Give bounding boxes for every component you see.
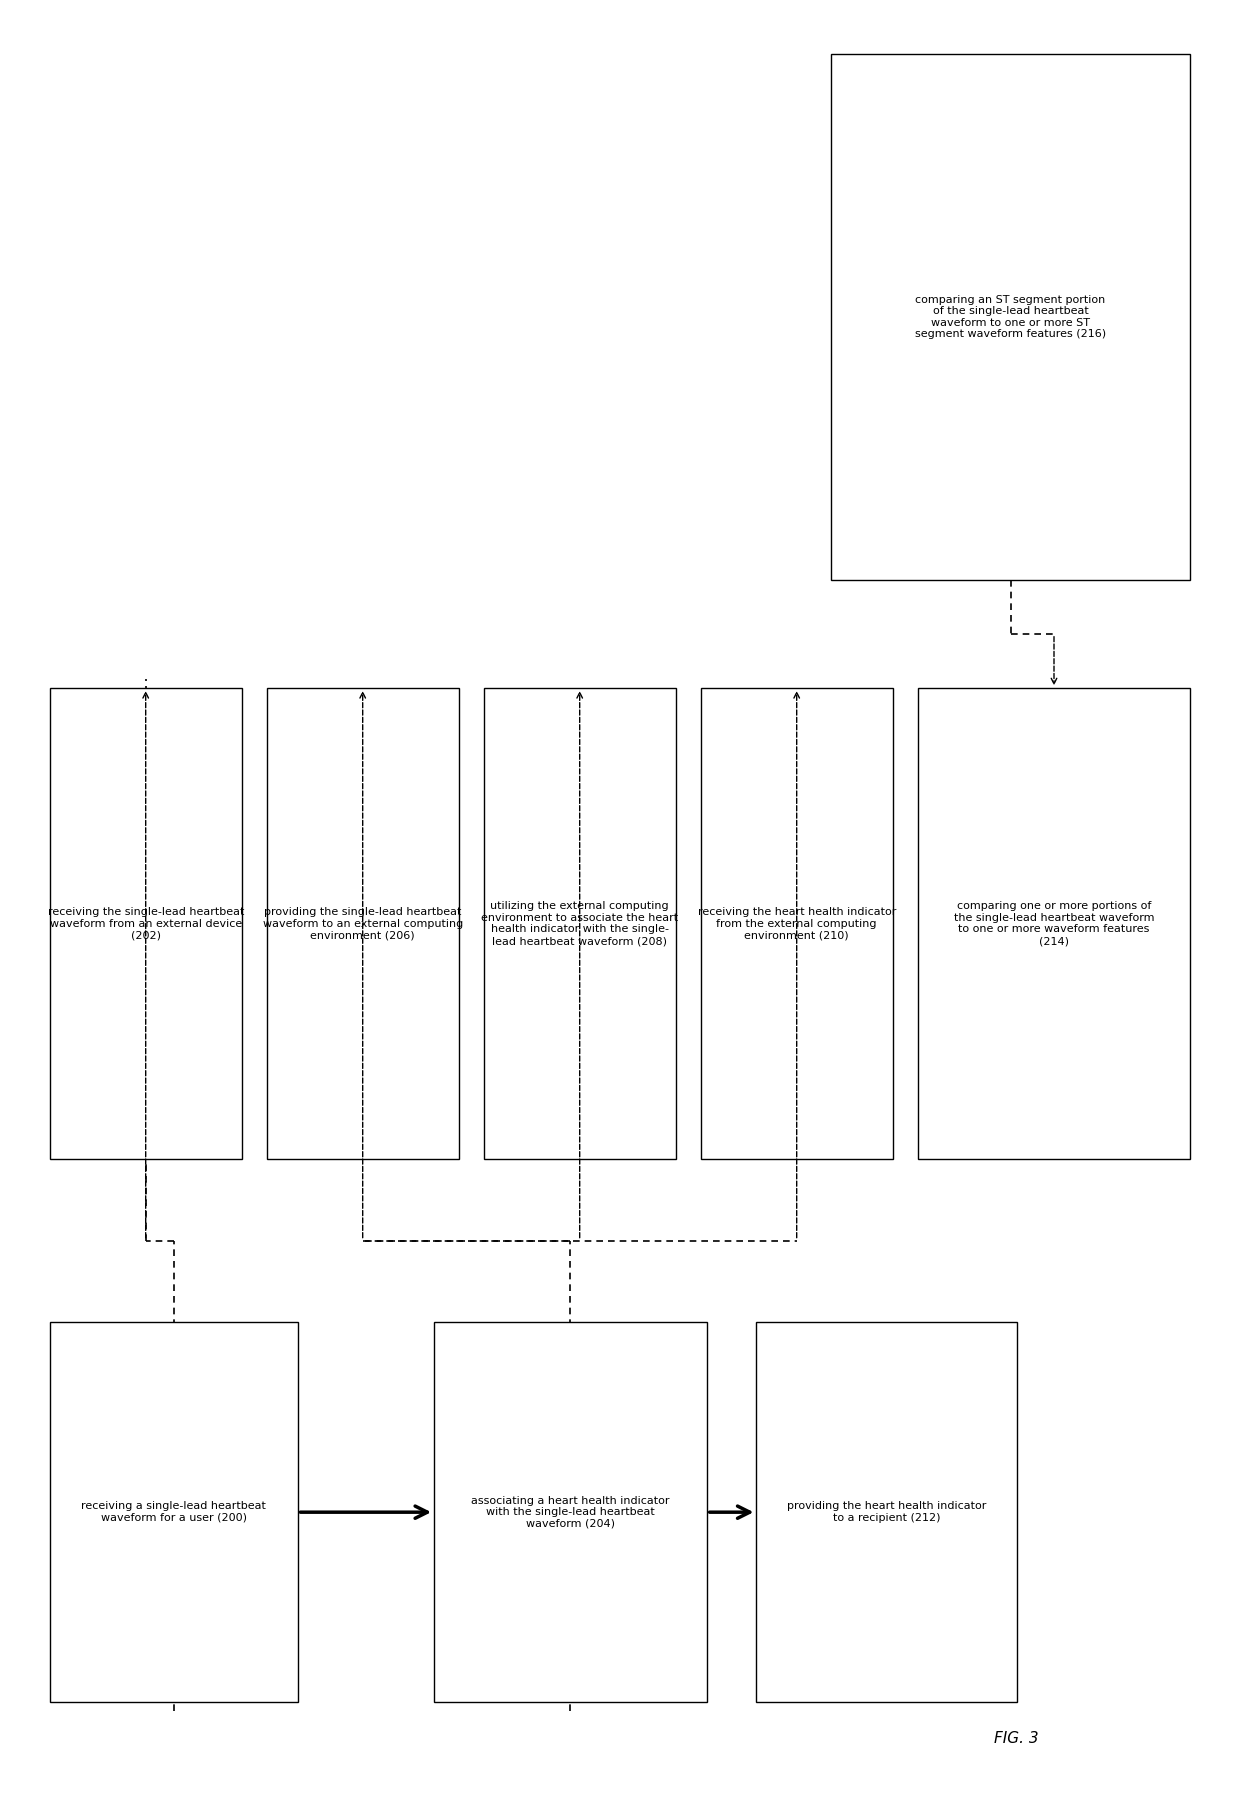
Text: utilizing the external computing
environment to associate the heart
health indic: utilizing the external computing environ…	[481, 902, 678, 945]
Text: comparing one or more portions of
the single-lead heartbeat waveform
to one or m: comparing one or more portions of the si…	[954, 902, 1154, 945]
FancyBboxPatch shape	[831, 54, 1190, 580]
Text: providing the single-lead heartbeat
waveform to an external computing
environmen: providing the single-lead heartbeat wave…	[263, 907, 463, 940]
FancyBboxPatch shape	[50, 1322, 298, 1702]
Text: receiving the single-lead heartbeat
waveform from an external device
(202): receiving the single-lead heartbeat wave…	[47, 907, 244, 940]
FancyBboxPatch shape	[434, 1322, 707, 1702]
Text: providing the heart health indicator
to a recipient (212): providing the heart health indicator to …	[787, 1501, 986, 1523]
Text: comparing an ST segment portion
of the single-lead heartbeat
waveform to one or : comparing an ST segment portion of the s…	[915, 295, 1106, 339]
FancyBboxPatch shape	[756, 1322, 1017, 1702]
Text: FIG. 3: FIG. 3	[994, 1731, 1039, 1746]
Text: associating a heart health indicator
with the single-lead heartbeat
waveform (20: associating a heart health indicator wit…	[471, 1496, 670, 1528]
FancyBboxPatch shape	[50, 688, 242, 1159]
FancyBboxPatch shape	[484, 688, 676, 1159]
Text: receiving the heart health indicator
from the external computing
environment (21: receiving the heart health indicator fro…	[698, 907, 895, 940]
FancyBboxPatch shape	[918, 688, 1190, 1159]
FancyBboxPatch shape	[267, 688, 459, 1159]
FancyBboxPatch shape	[701, 688, 893, 1159]
Text: receiving a single-lead heartbeat
waveform for a user (200): receiving a single-lead heartbeat wavefo…	[81, 1501, 267, 1523]
